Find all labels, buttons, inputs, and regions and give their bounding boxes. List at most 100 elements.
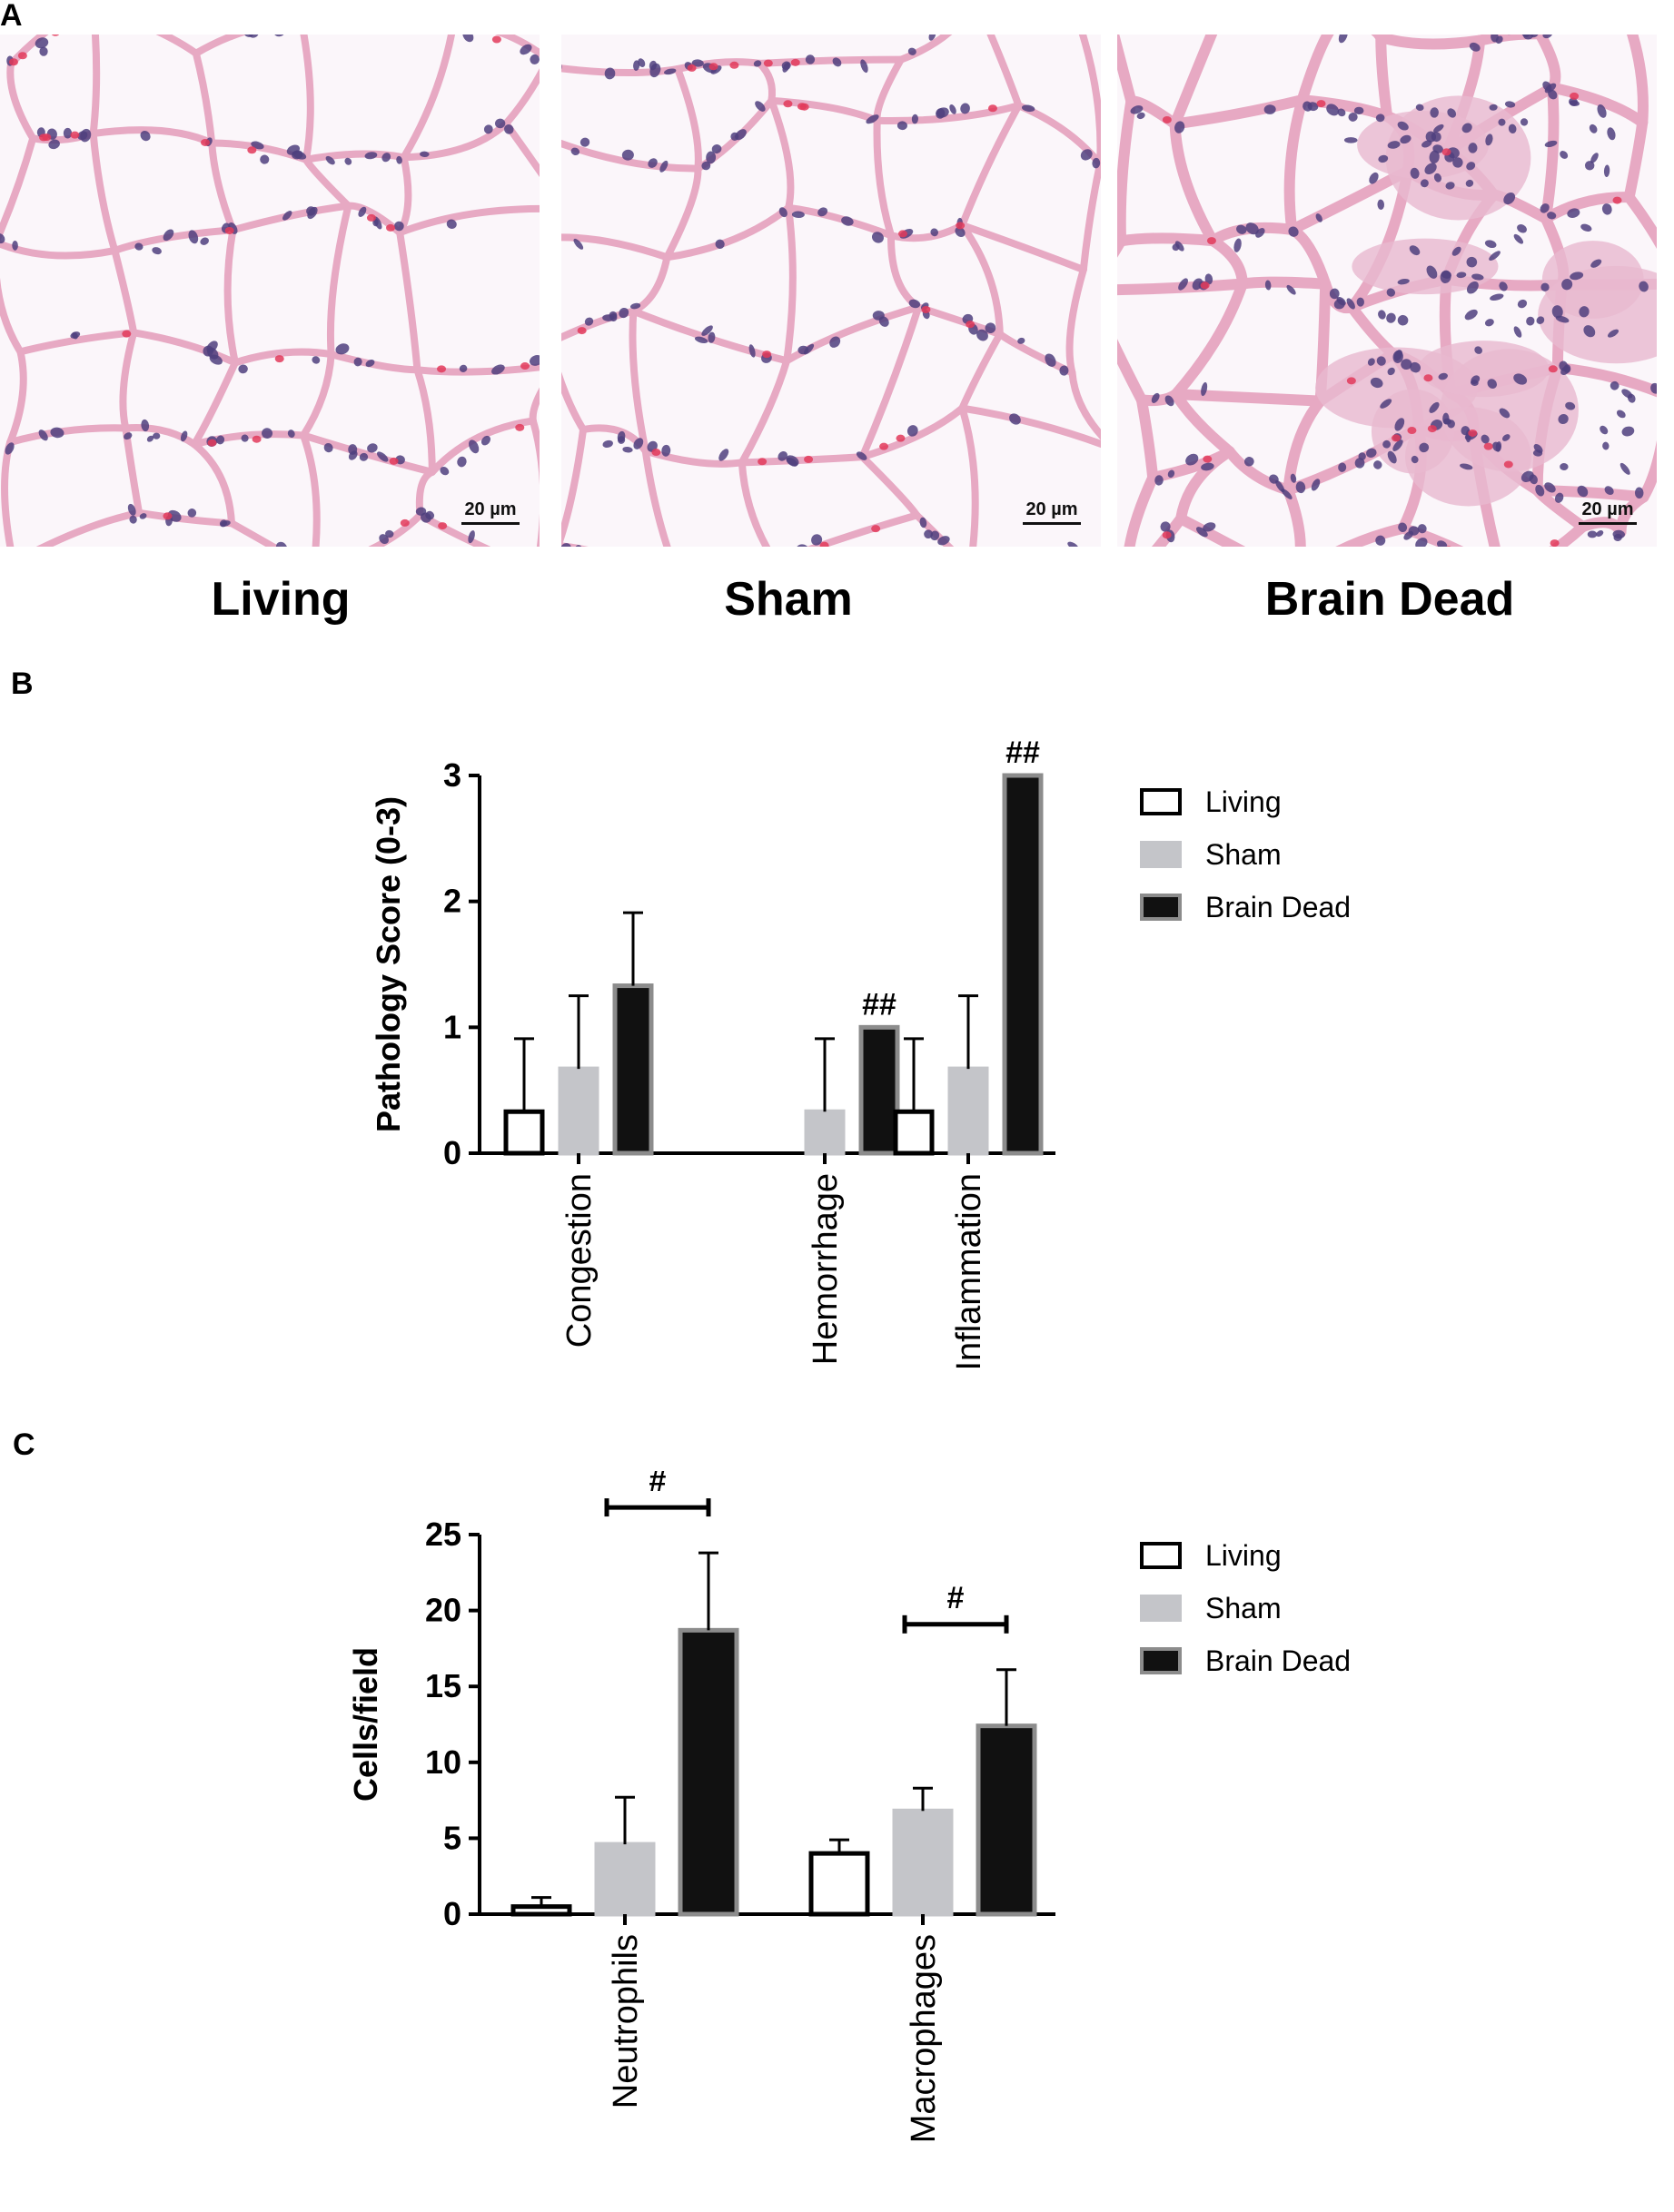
cell-nucleus: [1358, 452, 1366, 460]
cell-nucleus: [1513, 373, 1528, 385]
cell-nucleus: [1499, 281, 1508, 291]
cell-nucleus: [494, 118, 506, 129]
cell-nucleus: [373, 216, 382, 230]
red-blood-cell: [897, 230, 907, 238]
cell-nucleus: [348, 444, 358, 455]
cell-nucleus: [748, 344, 756, 358]
alveolar-septum: [1079, 160, 1101, 274]
cell-nucleus: [1535, 484, 1545, 497]
cell-nucleus: [1386, 312, 1396, 323]
cell-nucleus: [139, 513, 147, 519]
red-blood-cell: [386, 223, 396, 232]
cell-nucleus: [127, 503, 136, 516]
red-blood-cell: [520, 362, 530, 370]
alveolar-septum: [1117, 35, 1137, 107]
red-blood-cell: [207, 439, 217, 447]
alveolar-septum: [1169, 118, 1219, 247]
cell-nucleus: [955, 226, 966, 238]
cell-nucleus: [1613, 533, 1622, 541]
cell-nucleus: [1392, 350, 1403, 363]
cell-nucleus: [579, 137, 590, 147]
cell-nucleus: [1560, 462, 1569, 470]
cell-nucleus: [1513, 326, 1522, 338]
alveolar-septum: [1151, 513, 1187, 547]
alveolar-septum: [6, 348, 27, 447]
cell-nucleus: [12, 240, 18, 251]
alveolar-septum: [0, 277, 25, 356]
cell-nucleus: [1523, 35, 1534, 40]
cell-nucleus: [70, 331, 81, 339]
y-axis-label: Pathology Score (0-3): [370, 796, 407, 1132]
cell-nucleus: [907, 47, 916, 55]
alveolar-septum: [428, 417, 537, 476]
cell-nucleus: [1421, 140, 1432, 148]
cell-nucleus: [817, 207, 828, 217]
red-blood-cell: [1407, 427, 1417, 435]
cell-nucleus: [180, 430, 188, 442]
alveolar-septum: [502, 68, 540, 128]
x-category-label: Macrophages: [905, 1934, 943, 2143]
cell-nucleus: [163, 229, 174, 242]
alveolar-septum: [494, 35, 540, 58]
cell-nucleus: [415, 507, 427, 516]
cell-nucleus: [379, 534, 389, 545]
cell-nucleus: [1398, 522, 1408, 533]
cell-nucleus: [1601, 203, 1612, 215]
cell-nucleus: [1387, 141, 1401, 149]
cell-nucleus: [928, 35, 936, 41]
cell-nucleus: [1017, 337, 1025, 344]
cell-nucleus: [48, 139, 60, 150]
cell-nucleus: [1621, 426, 1635, 437]
cell-nucleus: [976, 329, 988, 341]
cell-nucleus: [664, 68, 677, 75]
cell-nucleus: [1580, 223, 1592, 232]
cell-nucleus: [1554, 492, 1564, 503]
cell-nucleus: [381, 153, 391, 163]
red-blood-cell: [763, 59, 773, 67]
red-blood-cell: [1427, 425, 1437, 433]
cell-nucleus: [1508, 123, 1517, 133]
cell-nucleus: [1513, 233, 1524, 244]
cell-nucleus: [153, 432, 161, 439]
cell-nucleus: [480, 435, 491, 446]
significance-marker: ##: [1005, 736, 1040, 770]
cell-nucleus: [152, 247, 162, 255]
cell-nucleus: [1634, 487, 1644, 499]
cell-nucleus: [930, 228, 938, 237]
cell-nucleus: [1378, 154, 1389, 163]
cell-nucleus: [1587, 530, 1598, 538]
cell-nucleus: [1382, 439, 1392, 449]
scale-bar-label: 20 µm: [1025, 499, 1078, 519]
alveolar-septum: [190, 359, 239, 449]
red-blood-cell: [687, 64, 697, 72]
cell-nucleus: [1650, 382, 1657, 394]
cell-nucleus: [1295, 481, 1306, 494]
y-tick-label: 0: [443, 1895, 461, 1932]
alveolar-septum: [663, 164, 702, 262]
cell-nucleus: [1481, 434, 1490, 444]
cell-nucleus: [796, 544, 809, 547]
cell-nucleus: [529, 355, 540, 366]
bar-living: [893, 1109, 935, 1156]
cell-nucleus: [841, 216, 854, 226]
cell-nucleus: [1373, 460, 1382, 469]
alveolar-septum: [674, 64, 702, 173]
alveolar-septum: [1175, 446, 1235, 525]
cell-nucleus: [188, 230, 199, 244]
cell-nucleus: [1160, 521, 1171, 532]
micrograph-living-image: [0, 35, 540, 547]
cell-nucleus: [871, 232, 884, 243]
cell-nucleus: [1526, 316, 1535, 326]
alveolar-septum: [806, 511, 921, 547]
cell-nucleus: [1597, 104, 1607, 118]
cell-nucleus: [1263, 104, 1276, 114]
cell-nucleus: [1465, 179, 1474, 187]
cell-nucleus: [220, 520, 231, 527]
cell-nucleus: [292, 151, 307, 160]
micrograph-sham: 20 µm: [561, 35, 1101, 547]
cell-nucleus: [377, 451, 389, 462]
cell-nucleus: [1417, 524, 1427, 534]
alveolar-septum: [1296, 35, 1334, 106]
alveolar-septum: [783, 203, 797, 365]
cell-nucleus: [619, 307, 629, 319]
